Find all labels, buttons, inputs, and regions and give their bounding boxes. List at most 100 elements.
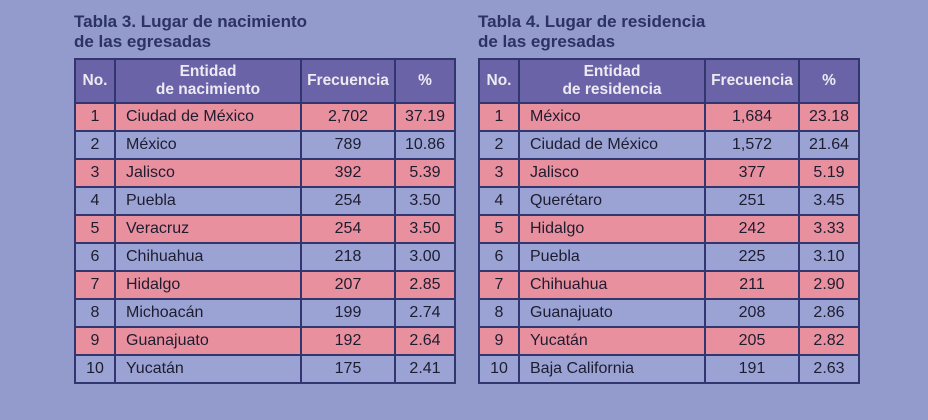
rank-cell: 6: [478, 242, 520, 272]
col-header-entity-line: de residencia: [562, 81, 662, 98]
frequency-cell: 191: [704, 354, 800, 384]
percent-cell: 5.19: [798, 158, 860, 188]
frequency-cell: 242: [704, 214, 800, 244]
rank-cell: 8: [478, 298, 520, 328]
rank-cell: 5: [478, 214, 520, 244]
frequency-cell: 208: [704, 298, 800, 328]
rank-cell: 9: [478, 326, 520, 356]
table-row: 1 México 1,684 23.18: [478, 102, 860, 132]
percent-cell: 37.19: [394, 102, 456, 132]
table-row: 6 Chihuahua 218 3.00: [74, 242, 456, 272]
entity-cell: Hidalgo: [518, 214, 706, 244]
entity-cell: Puebla: [518, 242, 706, 272]
percent-cell: 2.41: [394, 354, 456, 384]
entity-cell: Yucatán: [518, 326, 706, 356]
col-header-entity-line: Entidad: [179, 63, 237, 80]
rank-cell: 5: [74, 214, 116, 244]
rank-cell: 7: [478, 270, 520, 300]
table-row: 4 Querétaro 251 3.45: [478, 186, 860, 216]
frequency-cell: 251: [704, 186, 800, 216]
percent-cell: 5.39: [394, 158, 456, 188]
table-block-residencia: Tabla 4. Lugar de residencia de las egre…: [478, 12, 860, 420]
frequency-cell: 192: [300, 326, 396, 356]
rank-cell: 1: [478, 102, 520, 132]
table-title-line: Tabla 4. Lugar de residencia: [478, 12, 706, 31]
rank-cell: 3: [478, 158, 520, 188]
frequency-cell: 254: [300, 214, 396, 244]
rank-cell: 6: [74, 242, 116, 272]
table-row: 8 Michoacán 199 2.74: [74, 298, 456, 328]
entity-cell: Guanajuato: [114, 326, 302, 356]
table-row: 9 Yucatán 205 2.82: [478, 326, 860, 356]
rank-cell: 10: [74, 354, 116, 384]
entity-cell: Chihuahua: [518, 270, 706, 300]
entity-cell: Ciudad de México: [114, 102, 302, 132]
table-title-line: de las egresadas: [74, 32, 212, 51]
frequency-cell: 207: [300, 270, 396, 300]
residence-table: No. Entidad de residencia Frecuencia % 1…: [478, 58, 860, 384]
rank-cell: 7: [74, 270, 116, 300]
percent-cell: 10.86: [394, 130, 456, 160]
entity-cell: Jalisco: [114, 158, 302, 188]
percent-cell: 2.90: [798, 270, 860, 300]
col-header-entity-line: Entidad: [583, 63, 641, 80]
table-row: 5 Hidalgo 242 3.33: [478, 214, 860, 244]
frequency-cell: 1,572: [704, 130, 800, 160]
frequency-cell: 218: [300, 242, 396, 272]
entity-cell: Querétaro: [518, 186, 706, 216]
header-row: No. Entidad de nacimiento Frecuencia %: [74, 58, 456, 104]
table-row: 10 Yucatán 175 2.41: [74, 354, 456, 384]
frequency-cell: 205: [704, 326, 800, 356]
entity-cell: Yucatán: [114, 354, 302, 384]
percent-cell: 3.10: [798, 242, 860, 272]
birthplace-table: No. Entidad de nacimiento Frecuencia % 1…: [74, 58, 456, 384]
percent-cell: 3.50: [394, 214, 456, 244]
table-row: 1 Ciudad de México 2,702 37.19: [74, 102, 456, 132]
frequency-cell: 377: [704, 158, 800, 188]
table-title-nacimiento: Tabla 3. Lugar de nacimiento de las egre…: [74, 12, 454, 52]
table-row: 5 Veracruz 254 3.50: [74, 214, 456, 244]
frequency-cell: 211: [704, 270, 800, 300]
percent-cell: 2.86: [798, 298, 860, 328]
frequency-cell: 254: [300, 186, 396, 216]
table-row: 7 Hidalgo 207 2.85: [74, 270, 456, 300]
entity-cell: Puebla: [114, 186, 302, 216]
entity-cell: Chihuahua: [114, 242, 302, 272]
table-row: 7 Chihuahua 211 2.90: [478, 270, 860, 300]
frequency-cell: 199: [300, 298, 396, 328]
frequency-cell: 789: [300, 130, 396, 160]
table-row: 2 México 789 10.86: [74, 130, 456, 160]
entity-cell: Baja California: [518, 354, 706, 384]
rank-cell: 9: [74, 326, 116, 356]
col-header-entity: Entidad de nacimiento: [114, 58, 302, 104]
col-header-entity: Entidad de residencia: [518, 58, 706, 104]
percent-cell: 3.00: [394, 242, 456, 272]
rank-cell: 8: [74, 298, 116, 328]
header-row: No. Entidad de residencia Frecuencia %: [478, 58, 860, 104]
table-title-line: Tabla 3. Lugar de nacimiento: [74, 12, 308, 31]
entity-cell: Jalisco: [518, 158, 706, 188]
col-header-frequency: Frecuencia: [704, 58, 800, 104]
table-block-nacimiento: Tabla 3. Lugar de nacimiento de las egre…: [74, 12, 456, 420]
col-header-no: No.: [74, 58, 116, 104]
frequency-cell: 175: [300, 354, 396, 384]
table-title-line: de las egresadas: [478, 32, 616, 51]
percent-cell: 21.64: [798, 130, 860, 160]
rank-cell: 10: [478, 354, 520, 384]
table-row: 6 Puebla 225 3.10: [478, 242, 860, 272]
rank-cell: 1: [74, 102, 116, 132]
entity-cell: Hidalgo: [114, 270, 302, 300]
table-row: 3 Jalisco 392 5.39: [74, 158, 456, 188]
percent-cell: 3.50: [394, 186, 456, 216]
percent-cell: 23.18: [798, 102, 860, 132]
percent-cell: 2.85: [394, 270, 456, 300]
entity-cell: Guanajuato: [518, 298, 706, 328]
col-header-no: No.: [478, 58, 520, 104]
entity-cell: México: [114, 130, 302, 160]
rank-cell: 3: [74, 158, 116, 188]
table-row: 9 Guanajuato 192 2.64: [74, 326, 456, 356]
percent-cell: 3.45: [798, 186, 860, 216]
percent-cell: 2.74: [394, 298, 456, 328]
rank-cell: 4: [74, 186, 116, 216]
